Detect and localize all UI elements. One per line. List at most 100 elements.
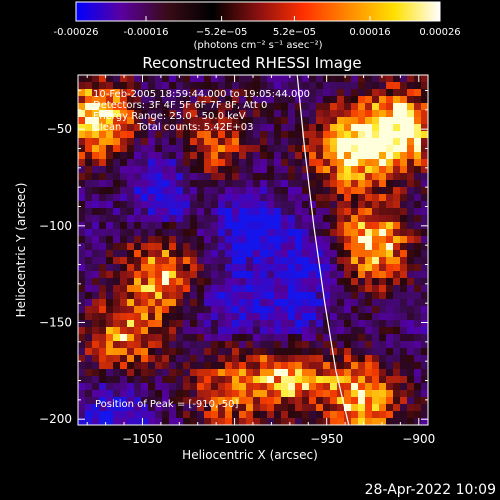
heatmap-cell: [302, 229, 310, 237]
heatmap-cell: [281, 166, 289, 174]
heatmap-cell: [190, 397, 198, 405]
heatmap-cell: [414, 320, 422, 328]
heatmap-cell: [211, 201, 219, 209]
heatmap-cell: [99, 201, 107, 209]
heatmap-cell: [127, 159, 135, 167]
heatmap-cell: [309, 180, 317, 188]
heatmap-cell: [253, 397, 261, 405]
heatmap-cell: [393, 292, 401, 300]
heatmap-cell: [204, 180, 212, 188]
y-tick-label: −100: [39, 219, 72, 233]
heatmap-cell: [225, 215, 233, 223]
heatmap-cell: [295, 173, 303, 181]
heatmap-cell: [225, 411, 233, 419]
heatmap-cell: [106, 390, 114, 398]
heatmap-cell: [169, 131, 177, 139]
heatmap-cell: [295, 250, 303, 258]
heatmap-cell: [400, 362, 408, 370]
heatmap-cell: [323, 320, 331, 328]
heatmap-cell: [309, 341, 317, 349]
heatmap-cell: [113, 173, 121, 181]
heatmap-cell: [197, 124, 205, 132]
heatmap-cell: [127, 327, 135, 335]
heatmap-cell: [365, 404, 373, 412]
heatmap-cell: [407, 215, 415, 223]
heatmap-cell: [330, 124, 338, 132]
heatmap-cell: [393, 187, 401, 195]
heatmap-cell: [155, 236, 163, 244]
heatmap-cell: [106, 257, 114, 265]
heatmap-cell: [190, 264, 198, 272]
heatmap-cell: [246, 96, 254, 104]
heatmap-cell: [400, 187, 408, 195]
heatmap-cell: [253, 201, 261, 209]
heatmap-cell: [323, 383, 331, 391]
heatmap-cell: [267, 243, 275, 251]
heatmap-cell: [78, 82, 86, 90]
heatmap-cell: [204, 306, 212, 314]
heatmap-cell: [134, 103, 142, 111]
heatmap-cell: [190, 229, 198, 237]
heatmap-cell: [260, 187, 268, 195]
heatmap-cell: [204, 222, 212, 230]
heatmap-cell: [99, 103, 107, 111]
heatmap-cell: [351, 362, 359, 370]
heatmap-cell: [127, 341, 135, 349]
heatmap-cell: [344, 271, 352, 279]
heatmap-cell: [78, 341, 86, 349]
heatmap-cell: [85, 306, 93, 314]
heatmap-cell: [246, 306, 254, 314]
heatmap-cell: [176, 82, 184, 90]
heatmap-cell: [120, 369, 128, 377]
heatmap-cell: [155, 383, 163, 391]
heatmap-cell: [78, 355, 86, 363]
heatmap-cell: [120, 306, 128, 314]
heatmap-cell: [148, 390, 156, 398]
heatmap-cell: [106, 376, 114, 384]
heatmap-cell: [344, 334, 352, 342]
heatmap-cell: [302, 264, 310, 272]
heatmap-cell: [197, 117, 205, 125]
heatmap-cell: [400, 418, 408, 425]
heatmap-cell: [323, 187, 331, 195]
heatmap-cell: [190, 138, 198, 146]
x-axis-label: Heliocentric X (arcsec): [182, 448, 318, 462]
heatmap-cell: [141, 271, 149, 279]
heatmap-cell: [351, 159, 359, 167]
heatmap-cell: [85, 201, 93, 209]
heatmap-cell: [351, 110, 359, 118]
heatmap-cell: [141, 250, 149, 258]
heatmap-cell: [169, 320, 177, 328]
heatmap-cell: [337, 292, 345, 300]
heatmap-cell: [197, 110, 205, 118]
heatmap-cell: [78, 243, 86, 251]
heatmap-cell: [295, 166, 303, 174]
heatmap-cell: [302, 187, 310, 195]
heatmap-cell: [141, 264, 149, 272]
heatmap-cell: [141, 145, 149, 153]
heatmap-cell: [169, 236, 177, 244]
heatmap-cell: [351, 418, 359, 425]
heatmap-cell: [274, 110, 282, 118]
heatmap-cell: [148, 159, 156, 167]
heatmap-cell: [281, 355, 289, 363]
heatmap-cell: [316, 250, 324, 258]
heatmap-cell: [239, 285, 247, 293]
heatmap-cell: [120, 278, 128, 286]
heatmap-cell: [393, 397, 401, 405]
heatmap-cell: [281, 390, 289, 398]
heatmap-cell: [218, 334, 226, 342]
heatmap-cell: [365, 390, 373, 398]
heatmap-cell: [148, 334, 156, 342]
heatmap-cell: [351, 334, 359, 342]
heatmap-cell: [78, 376, 86, 384]
heatmap-cell: [281, 152, 289, 160]
heatmap-cell: [358, 75, 366, 83]
heatmap-cell: [162, 82, 170, 90]
heatmap-cell: [407, 159, 415, 167]
heatmap-cell: [120, 411, 128, 419]
heatmap-cell: [155, 82, 163, 90]
heatmap-cell: [344, 138, 352, 146]
heatmap-cell: [155, 138, 163, 146]
heatmap-cell: [211, 117, 219, 125]
